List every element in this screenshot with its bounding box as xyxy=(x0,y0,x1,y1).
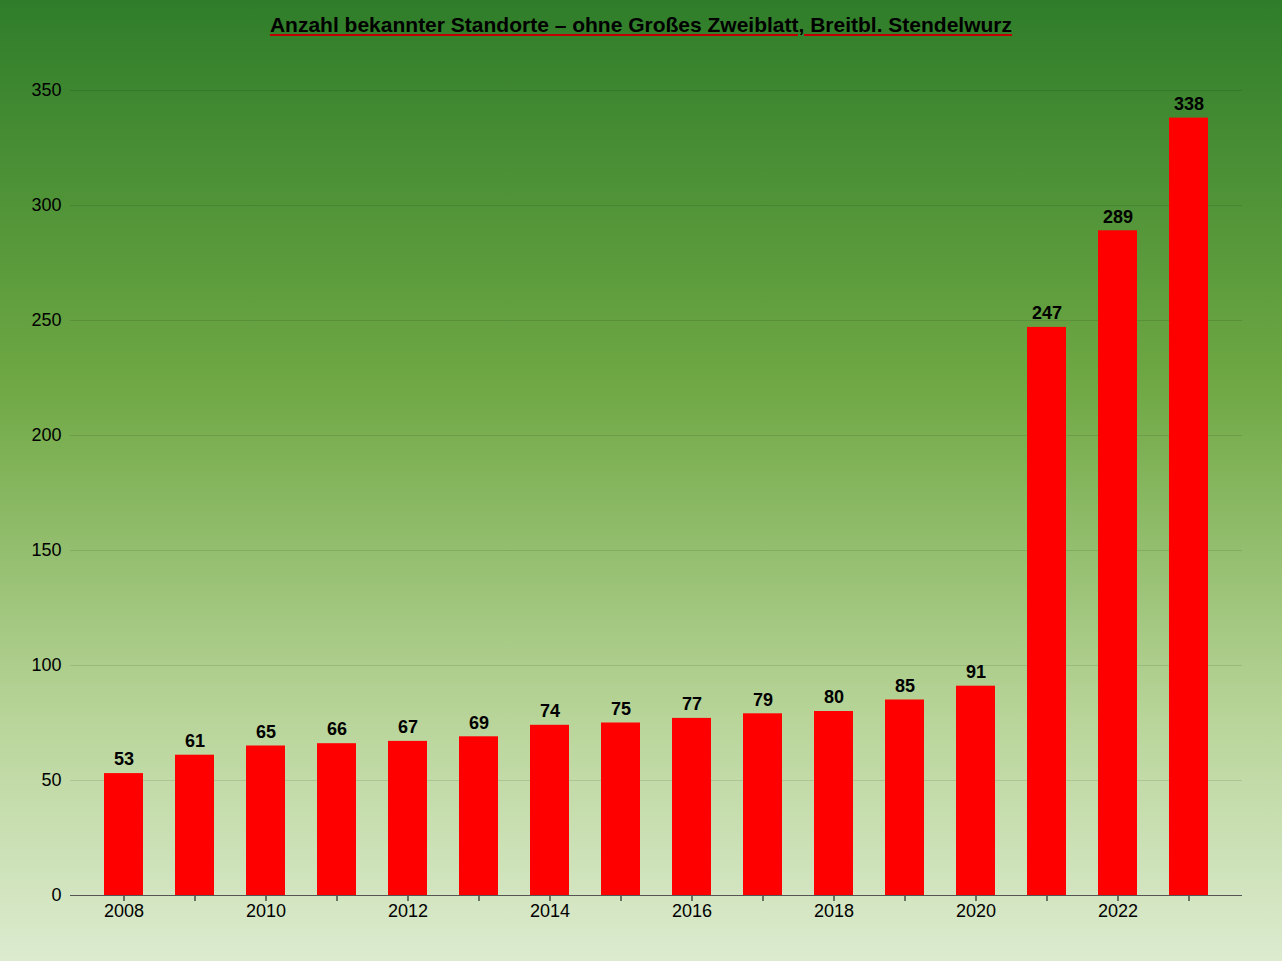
svg-text:2022: 2022 xyxy=(1098,901,1138,921)
svg-text:300: 300 xyxy=(31,195,61,215)
svg-text:85: 85 xyxy=(895,676,915,696)
svg-text:200: 200 xyxy=(31,425,61,445)
svg-text:350: 350 xyxy=(31,80,61,100)
svg-text:2020: 2020 xyxy=(956,901,996,921)
svg-text:2010: 2010 xyxy=(246,901,286,921)
svg-text:61: 61 xyxy=(185,731,205,751)
svg-text:2016: 2016 xyxy=(672,901,712,921)
svg-text:79: 79 xyxy=(753,690,773,710)
svg-text:338: 338 xyxy=(1174,94,1204,114)
svg-text:50: 50 xyxy=(41,770,61,790)
svg-text:80: 80 xyxy=(824,687,844,707)
svg-text:0: 0 xyxy=(51,885,61,905)
svg-text:247: 247 xyxy=(1032,303,1062,323)
svg-text:66: 66 xyxy=(327,719,347,739)
svg-text:100: 100 xyxy=(31,655,61,675)
svg-text:69: 69 xyxy=(469,713,489,733)
svg-text:75: 75 xyxy=(611,699,631,719)
svg-text:67: 67 xyxy=(398,717,418,737)
svg-text:150: 150 xyxy=(31,540,61,560)
svg-text:91: 91 xyxy=(966,662,986,682)
svg-text:2012: 2012 xyxy=(388,901,428,921)
html-text:Anzahl bekannter Standorte – o: Anzahl bekannter Standorte – ohne Großes… xyxy=(269,13,1012,36)
svg-text:289: 289 xyxy=(1103,207,1133,227)
svg-text:53: 53 xyxy=(114,749,134,769)
svg-text:250: 250 xyxy=(31,310,61,330)
svg-text:65: 65 xyxy=(256,722,276,742)
svg-text:74: 74 xyxy=(540,701,560,721)
svg-text:77: 77 xyxy=(682,694,702,714)
svg-text:2018: 2018 xyxy=(814,901,854,921)
svg-text:2014: 2014 xyxy=(530,901,570,921)
svg-text:2008: 2008 xyxy=(104,901,144,921)
